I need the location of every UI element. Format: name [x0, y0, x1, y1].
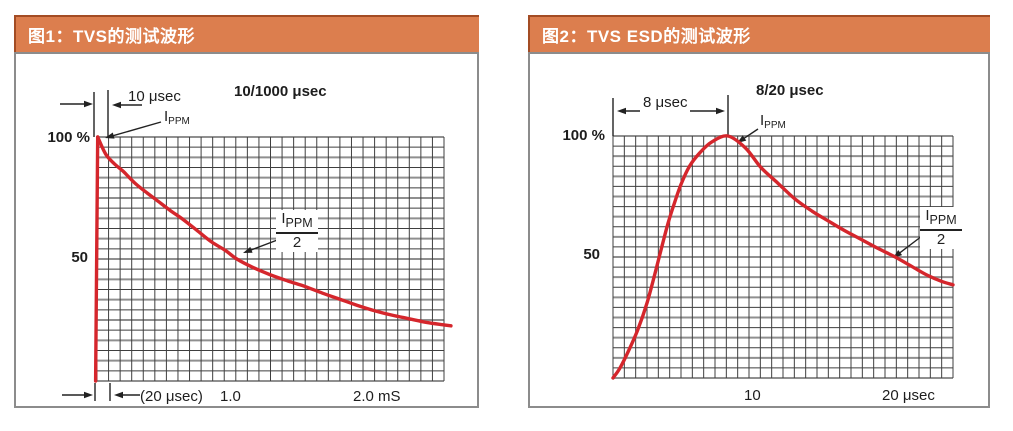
x-axis-tick-2ms: 2.0 mS	[353, 388, 401, 405]
ippm-label: IPPM	[164, 108, 190, 127]
x-axis-tick-20usec: (20 μsec)	[140, 388, 203, 405]
waveform-name-label: 10/1000 μsec	[234, 83, 327, 100]
figure2-waveform-plot	[611, 95, 955, 380]
figure1-waveform-plot	[60, 90, 453, 401]
y-axis-50-label: 50	[583, 246, 600, 263]
ippm-label: IPPM	[760, 112, 786, 131]
panel-figure2: 图2：TVS ESD的测试波形 100 % 50 8 μsec 8/20 μse…	[528, 15, 990, 408]
figure1-chart: 100 % 50 10 μsec 10/1000 μsec IPPM IPPM …	[14, 52, 479, 408]
figure1-header: 图1：TVS的测试波形	[14, 15, 479, 52]
rise-time-label: 8 μsec	[643, 94, 688, 111]
x-axis-tick-20usec: 20 μsec	[882, 387, 935, 404]
figure2-header: 图2：TVS ESD的测试波形	[528, 15, 990, 52]
y-axis-100-label: 100 %	[562, 127, 605, 144]
waveform-name-label: 8/20 μsec	[756, 82, 824, 99]
x-axis-tick-10: 10	[744, 387, 761, 404]
figure2-title: 图2：TVS ESD的测试波形	[542, 27, 751, 46]
ippm-half-label: IPPM 2	[920, 207, 962, 249]
figure1-title: 图1：TVS的测试波形	[28, 27, 196, 46]
ippm-half-label: IPPM 2	[276, 210, 318, 252]
rise-time-label: 10 μsec	[128, 88, 181, 105]
panel-figure1: 图1：TVS的测试波形 100 % 50 10 μsec 10/1000 μse…	[14, 15, 479, 408]
y-axis-100-label: 100 %	[47, 129, 90, 146]
figure2-chart: 100 % 50 8 μsec 8/20 μsec IPPM IPPM 2 10…	[528, 52, 990, 408]
y-axis-50-label: 50	[71, 249, 88, 266]
x-axis-tick-1ms: 1.0	[220, 388, 241, 405]
